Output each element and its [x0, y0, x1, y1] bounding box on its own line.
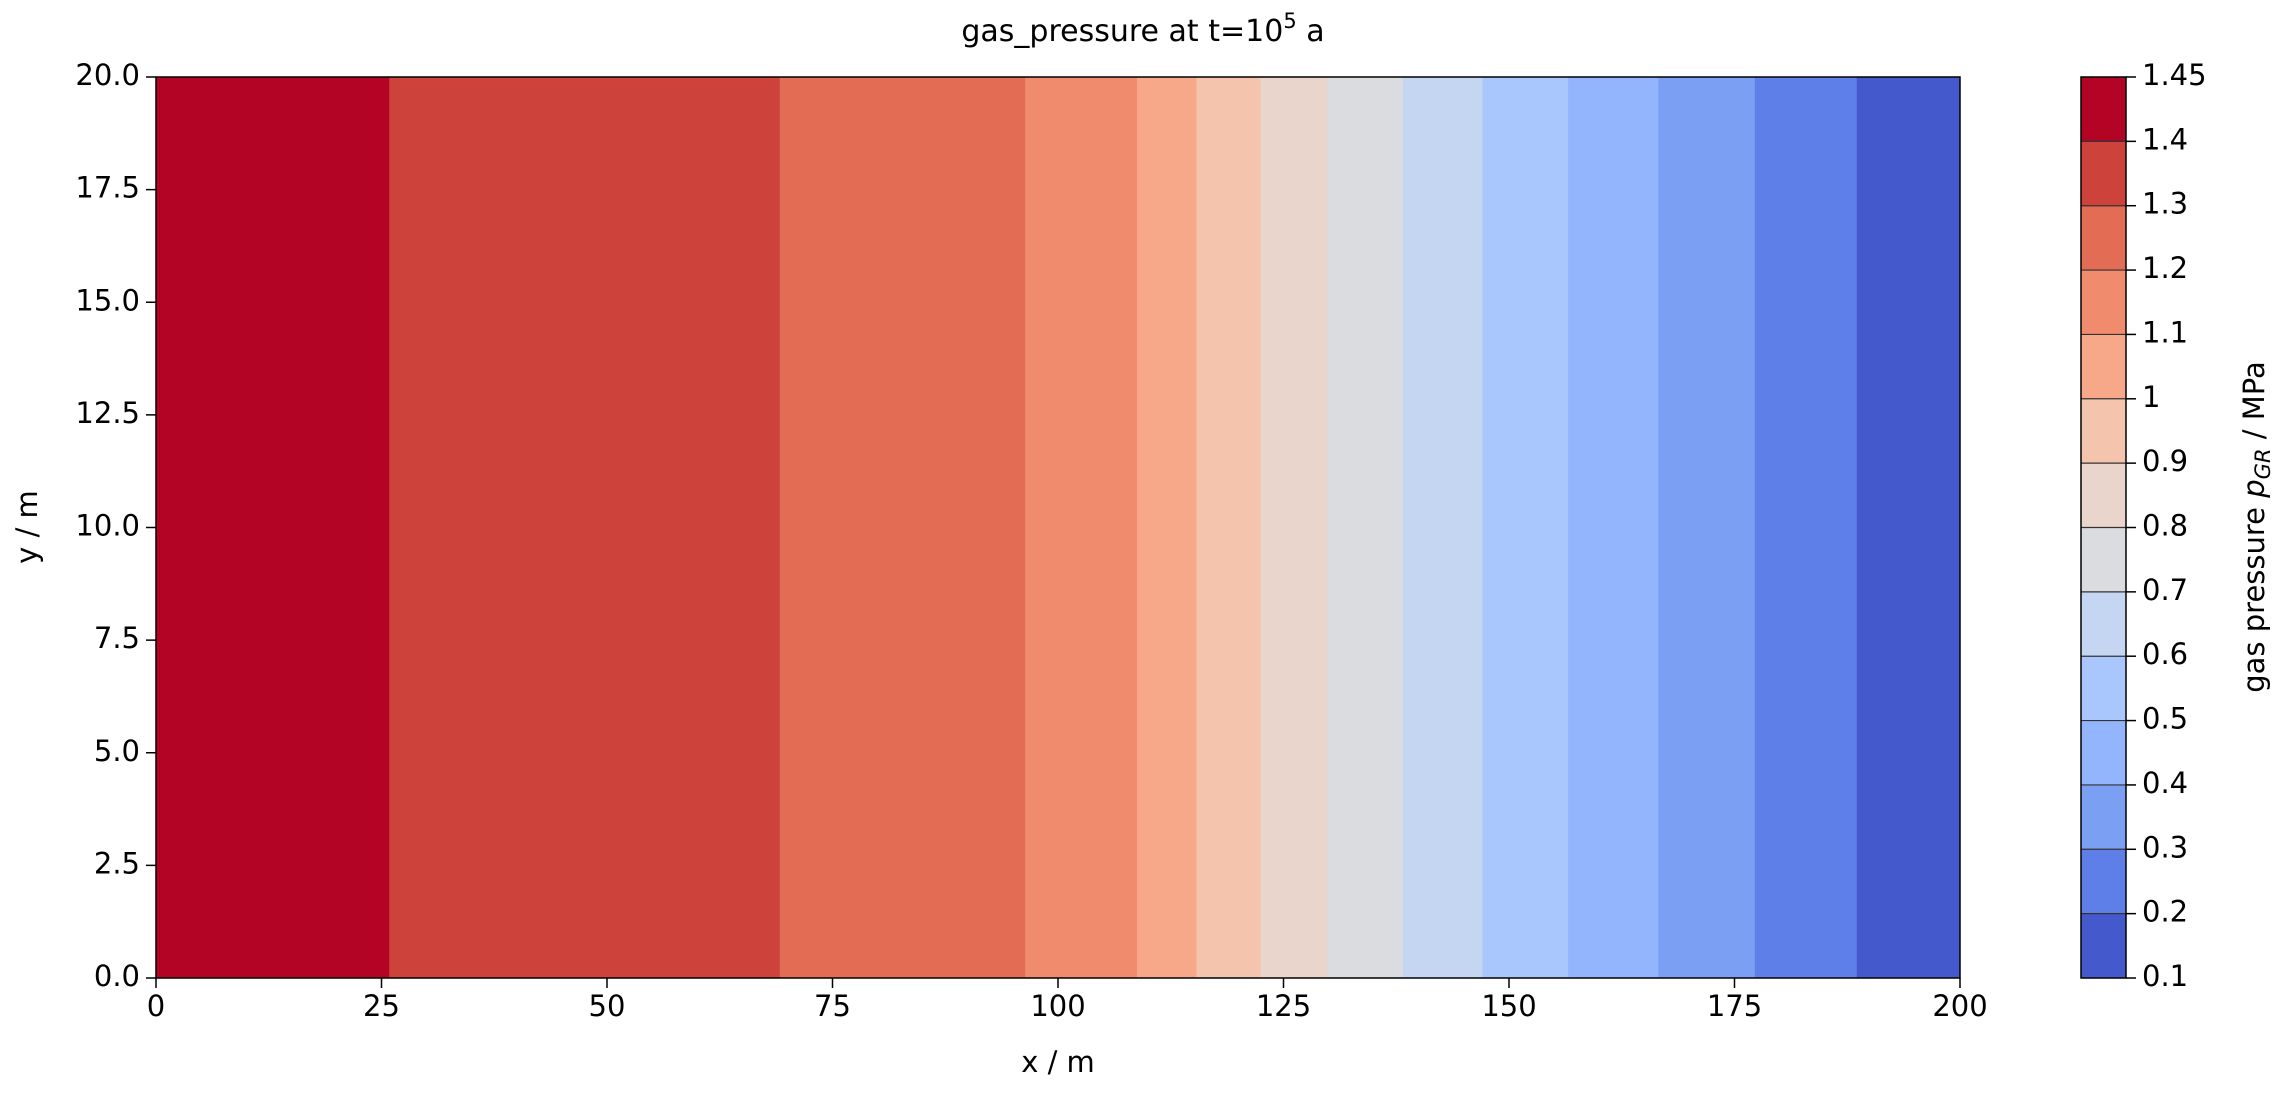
colorbar-tick-label: 0.5	[2142, 702, 2188, 736]
colorbar-tick-label: 0.2	[2142, 895, 2188, 929]
y-tick-label: 15.0	[75, 283, 140, 317]
x-tick-label: 150	[1481, 989, 1536, 1023]
contour-band	[388, 77, 780, 978]
colorbar-tick-label: 0.6	[2142, 637, 2188, 671]
contour-band	[1856, 77, 1961, 978]
x-tick-label: 50	[589, 989, 626, 1023]
contour-band	[1260, 77, 1328, 978]
contour-band	[1402, 77, 1483, 978]
colorbar-cell	[2081, 205, 2126, 271]
colorbar-tick-label: 0.1	[2142, 959, 2188, 993]
contour-band	[1196, 77, 1261, 978]
title-suffix: a	[1297, 14, 1325, 49]
x-tick-label: 0	[147, 989, 165, 1023]
colorbar-label-symbol: p	[2237, 479, 2271, 498]
title-superscript: 5	[1283, 9, 1296, 33]
y-tick-label: 20.0	[75, 58, 140, 92]
x-tick-label: 100	[1030, 989, 1085, 1023]
colorbar-label-suffix: / MPa	[2237, 361, 2271, 448]
y-tick-label: 2.5	[94, 846, 140, 880]
title-text: gas_pressure at t=10	[961, 14, 1283, 49]
y-tick-label: 7.5	[94, 621, 140, 655]
colorbar-label-subscript: GR	[2251, 448, 2275, 479]
contour-band	[156, 77, 390, 978]
colorbar-cell	[2081, 849, 2126, 915]
contour-band	[1024, 77, 1137, 978]
colorbar-frame	[2080, 76, 2127, 979]
colorbar-cell	[2081, 463, 2126, 528]
colorbar-tick-label: 0.7	[2142, 573, 2188, 607]
y-tick-label: 10.0	[75, 509, 140, 543]
x-tick-label: 75	[814, 989, 851, 1023]
contour-band	[779, 77, 1026, 978]
contour-band	[1326, 77, 1404, 978]
x-tick-label: 125	[1256, 989, 1311, 1023]
colorbar-cell	[2081, 141, 2126, 207]
y-tick-label: 5.0	[94, 734, 140, 768]
colorbar-tick-label: 1.3	[2142, 187, 2188, 221]
colorbar-tick-label: 1.4	[2142, 122, 2188, 156]
colorbar-cell	[2081, 913, 2126, 979]
colorbar-tick-label: 1.2	[2142, 251, 2188, 285]
y-tick-label: 17.5	[75, 171, 140, 205]
colorbar-cell	[2081, 784, 2126, 850]
colorbar-tick-label: 1	[2142, 380, 2160, 414]
y-tick-label: 12.5	[75, 396, 140, 430]
colorbar-cell	[2081, 398, 2126, 464]
x-tick-label: 175	[1707, 989, 1762, 1023]
colorbar-cell	[2081, 720, 2126, 786]
x-axis-label: x / m	[1021, 1045, 1095, 1079]
colorbar-tick-label: 0.9	[2142, 444, 2188, 478]
y-axis-label: y / m	[10, 490, 44, 564]
colorbar-tick-label: 0.8	[2142, 509, 2188, 543]
x-tick-label: 200	[1932, 989, 1987, 1023]
colorbar-cell	[2081, 77, 2126, 142]
colorbar-tick-label: 1.45	[2142, 58, 2207, 92]
contour-band	[1754, 77, 1857, 978]
y-tick-label: 0.0	[94, 959, 140, 993]
colorbar-cell	[2081, 656, 2126, 722]
colorbar-cell	[2081, 591, 2126, 657]
colorbar-cell	[2081, 334, 2126, 400]
x-tick-label: 25	[363, 989, 400, 1023]
contour-band	[1136, 77, 1197, 978]
colorbar-label-text: gas pressure	[2237, 498, 2271, 693]
contour-band	[1567, 77, 1659, 978]
colorbar-tick-label: 0.4	[2142, 766, 2188, 800]
contour-band	[1481, 77, 1569, 978]
colorbar-cell	[2081, 527, 2126, 593]
chart-title: gas_pressure at t=105 a	[961, 9, 1324, 49]
colorbar-label: gas pressure pGR / MPa	[2237, 361, 2275, 692]
colorbar-cell	[2081, 270, 2126, 335]
colorbar-tick-label: 0.3	[2142, 830, 2188, 864]
contour-band	[1657, 77, 1755, 978]
colorbar-tick-label: 1.1	[2142, 315, 2188, 349]
